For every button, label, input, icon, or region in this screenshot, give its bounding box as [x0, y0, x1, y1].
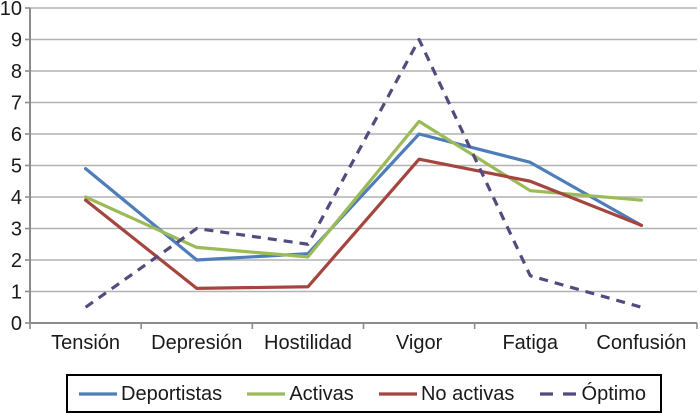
x-axis-category-label: Tensión [51, 332, 120, 354]
series-line-deportistas [83, 132, 644, 262]
y-axis-tick-label: 10 [0, 0, 22, 20]
y-axis-tick-label: 5 [11, 156, 22, 178]
legend-swatch-line [79, 391, 117, 396]
y-axis-tick-label: 4 [11, 187, 22, 209]
legend-swatch-line [378, 391, 417, 396]
legend-label: Deportistas [121, 382, 223, 405]
y-axis-tick-label: 2 [11, 250, 22, 272]
y-axis-tick-label: 0 [11, 313, 22, 335]
legend-item-no-activas: No activas [378, 384, 514, 404]
line-chart-plot: 0 1 2 3 4 5 6 7 8 9 10 Tensión Depresión Hostilidad Vi… [0, 0, 698, 354]
x-axis-category-label: Confusión [596, 332, 686, 354]
y-axis-tick-label: 9 [11, 30, 22, 52]
y-axis-tick-label: 8 [11, 61, 22, 83]
x-axis-category-label: Depresión [151, 332, 242, 354]
legend-swatch-line [539, 391, 578, 396]
series-line-no-activas [83, 157, 644, 290]
legend-label: Activas [289, 382, 354, 405]
legend-item-deportistas: Deportistas [78, 384, 222, 404]
y-axis-tick-label: 7 [11, 93, 22, 115]
y-axis-tick-label: 3 [11, 219, 22, 241]
legend-swatch-line [247, 391, 286, 396]
legend-label: No activas [420, 382, 515, 405]
legend-item-óptimo: Óptimo [539, 384, 646, 404]
y-axis-tick-label: 1 [11, 282, 22, 304]
legend-item-activas: Activas [246, 382, 354, 405]
series-line-óptimo [84, 37, 642, 309]
x-axis-category-label: Hostilidad [264, 332, 352, 354]
legend-label: Óptimo [581, 382, 646, 405]
x-axis-category-label: Fatiga [502, 332, 558, 354]
x-axis-category-label: Vigor [396, 332, 443, 354]
y-axis-tick-label: 6 [11, 124, 22, 146]
chart-legend: Deportistas Activas No activas Óptimo [66, 374, 662, 413]
series-line-activas [83, 119, 644, 259]
